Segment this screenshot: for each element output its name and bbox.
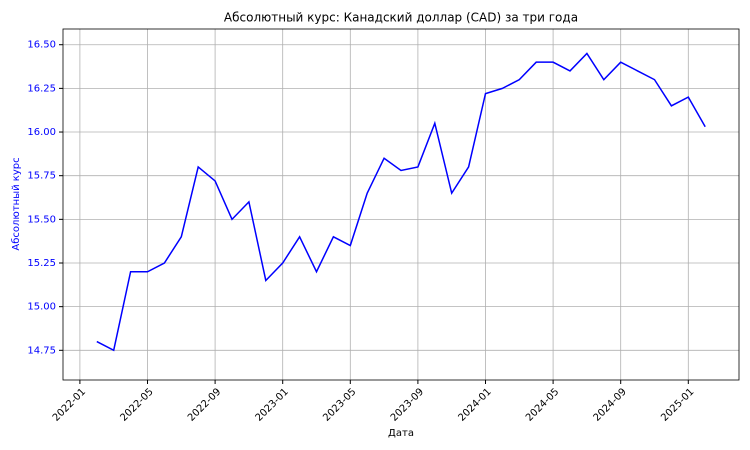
y-tick-label: 14.75 xyxy=(27,345,56,356)
x-tick-label: 2024-01 xyxy=(456,386,493,423)
y-tick-label: 15.75 xyxy=(27,171,56,182)
plot-frame xyxy=(62,28,740,381)
y-tick-label: 15.00 xyxy=(27,302,56,313)
x-tick-label: 2022-01 xyxy=(51,386,88,423)
y-axis-label: Абсолютный курс xyxy=(11,157,22,250)
chart-title: Абсолютный курс: Канадский доллар (CAD) … xyxy=(224,11,578,25)
y-tick-label: 16.50 xyxy=(27,40,56,51)
y-tick-label: 16.00 xyxy=(27,127,56,138)
x-tick-label: 2023-01 xyxy=(254,386,291,423)
y-tick-label: 15.25 xyxy=(27,258,56,269)
x-tick-label: 2022-05 xyxy=(118,386,155,423)
data-line xyxy=(96,52,706,352)
x-axis-label: Дата xyxy=(388,428,414,439)
x-tick-label: 2023-05 xyxy=(321,386,358,423)
x-tick-label: 2023-09 xyxy=(389,386,426,423)
x-tick-label: 2025-01 xyxy=(659,386,696,423)
y-tick-label: 15.50 xyxy=(27,214,56,225)
x-tick-label: 2022-09 xyxy=(186,386,223,423)
y-tick-label: 16.25 xyxy=(27,83,56,94)
x-tick-label: 2024-09 xyxy=(592,386,629,423)
x-tick-label: 2024-05 xyxy=(524,386,561,423)
